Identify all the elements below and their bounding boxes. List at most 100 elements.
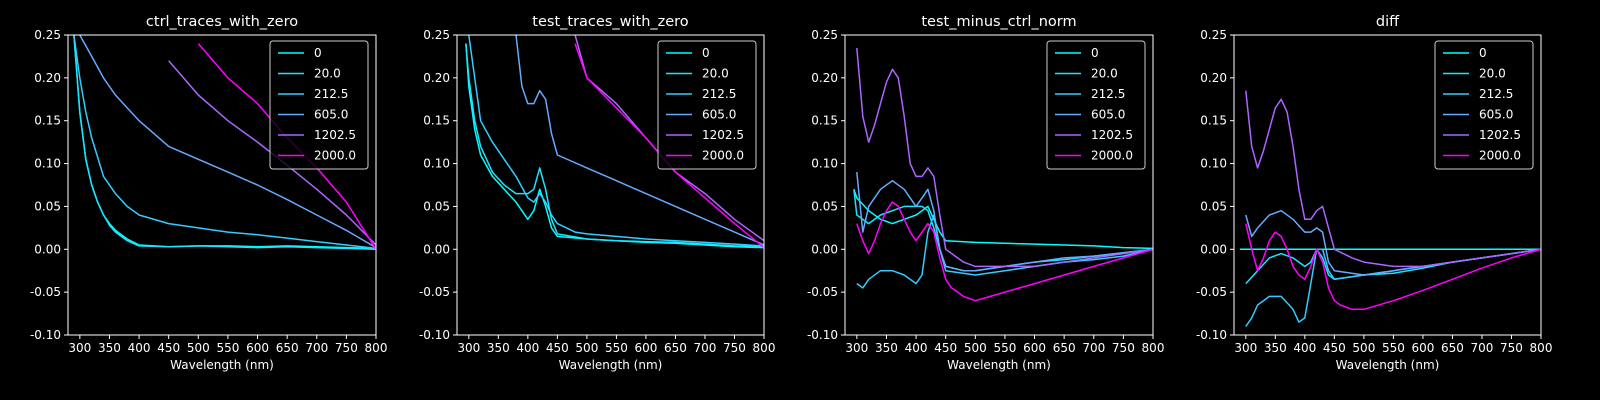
- series-line-2: [853, 189, 1153, 272]
- x-tick-label: 550: [216, 341, 239, 355]
- x-tick-label: 350: [875, 341, 898, 355]
- x-tick-label: 750: [335, 341, 358, 355]
- plot-frame: [456, 34, 765, 336]
- y-tick-label: -0.10: [807, 328, 838, 342]
- x-tick-label: 800: [365, 341, 388, 355]
- y-tick-label: 0.05: [811, 199, 838, 213]
- series-line-3: [468, 35, 764, 247]
- y-tick-label: 0.15: [34, 114, 61, 128]
- y-tick-label: 0.00: [811, 242, 838, 256]
- series-line-3: [73, 35, 376, 250]
- legend-entry: 2000.0: [314, 149, 356, 163]
- legend-entry: 2000.0: [702, 149, 744, 163]
- x-tick-label: 400: [128, 341, 151, 355]
- chart-title: test_traces_with_zero: [532, 14, 689, 30]
- x-tick-label: 400: [516, 341, 539, 355]
- chart-title: ctrl_traces_with_zero: [146, 14, 298, 30]
- y-tick-label: 0.25: [423, 28, 450, 42]
- x-tick-label: 600: [634, 341, 657, 355]
- series-line-6: [1245, 223, 1541, 311]
- x-tick-label: 450: [1323, 341, 1346, 355]
- y-tick-label: 0.05: [423, 199, 450, 213]
- x-tick-label: 700: [305, 341, 328, 355]
- x-tick-label: 500: [964, 341, 987, 355]
- x-tick-label: 450: [934, 341, 957, 355]
- x-tick-label: 500: [575, 341, 598, 355]
- legend-entry: 212.5: [702, 87, 736, 101]
- y-tick-label: 0.15: [423, 114, 450, 128]
- y-tick-label: 0.00: [34, 242, 61, 256]
- x-tick-label: 650: [1053, 341, 1076, 355]
- y-tick-label: 0.10: [423, 157, 450, 171]
- x-tick-label: 650: [1441, 341, 1464, 355]
- x-tick-label: 750: [1112, 341, 1135, 355]
- y-tick-label: 0.20: [811, 71, 838, 85]
- y-tick-label: 0.00: [1200, 242, 1227, 256]
- y-tick-label: 0.20: [423, 71, 450, 85]
- y-tick-label: -0.05: [419, 285, 450, 299]
- x-tick-label: 700: [1471, 341, 1494, 355]
- series-line-4: [1245, 209, 1541, 276]
- chart-panel-2: 300 350 400 450 500 550 600 650 700 750 800 -0.10 -0…: [419, 14, 776, 372]
- y-tick-label: 0.05: [34, 199, 61, 213]
- x-tick-label: 750: [1500, 341, 1523, 355]
- chart-panel-4: 300 350 400 450 500 550 600 650 700 750 800 -0.10 -0…: [1196, 14, 1553, 372]
- legend-entry: 605.0: [1091, 108, 1125, 122]
- x-tick-label: 300: [457, 341, 480, 355]
- plot-frame: [844, 34, 1154, 336]
- chart-panel-1: 300 350 400 450 500 550 600 650 700 750 800 -0.10 -0…: [30, 14, 388, 372]
- legend-entry: 2000.0: [1091, 149, 1133, 163]
- y-tick-label: 0.10: [811, 157, 838, 171]
- x-axis-label: Wavelength (nm): [947, 358, 1051, 372]
- chart-title: test_minus_ctrl_norm: [921, 14, 1076, 30]
- x-tick-label: 300: [845, 341, 868, 355]
- series-group: [1239, 90, 1541, 327]
- legend-entry: 20.0: [1479, 67, 1506, 81]
- legend-entry: 605.0: [702, 108, 736, 122]
- x-tick-label: 650: [664, 341, 687, 355]
- y-tick-label: 0.15: [1200, 114, 1227, 128]
- series-line-4: [515, 35, 764, 246]
- legend-entry: 20.0: [314, 67, 341, 81]
- series-group: [853, 47, 1153, 302]
- y-tick-label: 0.25: [1200, 28, 1227, 42]
- plot-frame: [1233, 34, 1542, 336]
- x-tick-label: 550: [1382, 341, 1405, 355]
- x-tick-label: 600: [1023, 341, 1046, 355]
- legend-entry: 605.0: [1479, 108, 1513, 122]
- legend-entry: 1202.5: [702, 128, 744, 142]
- chart-title: diff: [1376, 14, 1400, 30]
- x-tick-label: 300: [68, 341, 91, 355]
- x-tick-label: 500: [1352, 341, 1375, 355]
- legend: 0 20.0 212.5 605.0 1202.5 2000.0: [1046, 40, 1146, 170]
- series-line-5: [1245, 90, 1541, 268]
- x-axis-label: Wavelength (nm): [170, 358, 274, 372]
- series-line-5: [856, 47, 1153, 268]
- series-line-6: [856, 201, 1153, 302]
- x-tick-label: 500: [187, 341, 210, 355]
- x-tick-label: 350: [98, 341, 121, 355]
- x-tick-label: 550: [605, 341, 628, 355]
- legend-entry: 2000.0: [1479, 149, 1521, 163]
- x-axis-label: Wavelength (nm): [559, 358, 663, 372]
- x-tick-label: 750: [723, 341, 746, 355]
- legend: 0 20.0 212.5 605.0 1202.5 2000.0: [1434, 40, 1534, 170]
- x-tick-label: 650: [276, 341, 299, 355]
- series-line-3: [1245, 248, 1541, 327]
- legend-entry: 1202.5: [314, 128, 356, 142]
- y-tick-label: 0.00: [423, 242, 450, 256]
- legend-entry: 212.5: [1479, 87, 1513, 101]
- x-tick-label: 600: [246, 341, 269, 355]
- y-tick-label: -0.10: [30, 328, 61, 342]
- legend-entry: 20.0: [702, 67, 729, 81]
- series-line-1: [853, 189, 1153, 250]
- y-tick-label: -0.10: [1196, 328, 1227, 342]
- x-tick-label: 800: [1530, 341, 1553, 355]
- x-tick-label: 450: [546, 341, 569, 355]
- y-tick-label: 0.20: [1200, 71, 1227, 85]
- legend-entry: 20.0: [1091, 67, 1118, 81]
- legend-entry: 0: [314, 46, 322, 60]
- x-tick-label: 300: [1234, 341, 1257, 355]
- legend-entry: 0: [1091, 46, 1099, 60]
